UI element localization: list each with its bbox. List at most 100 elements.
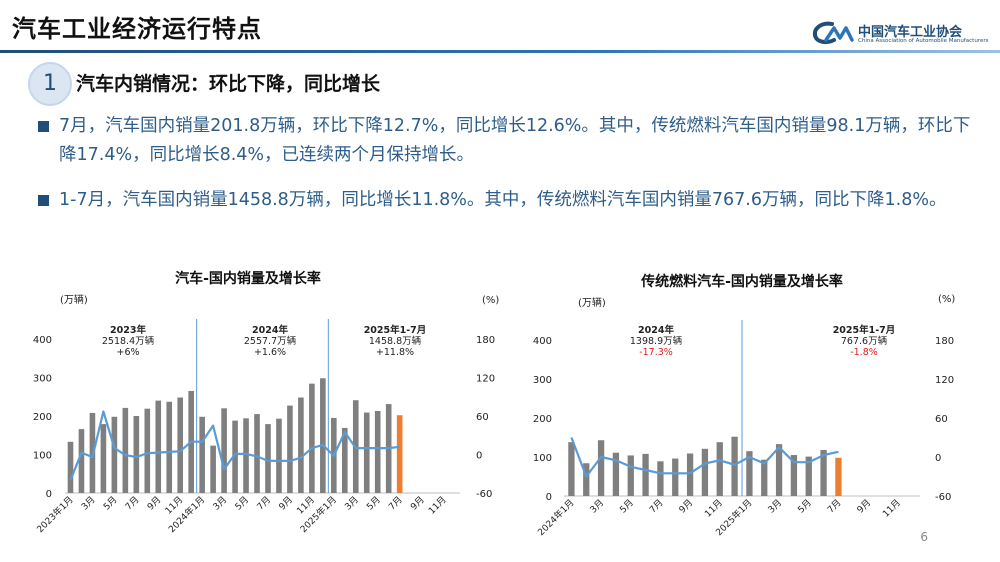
y2-axis-unit-label: (%): [938, 294, 955, 305]
bar: [287, 405, 293, 493]
bar: [155, 400, 162, 493]
logo-text-cn: 中国汽车工业协会: [858, 25, 963, 40]
annotation-label: 2557.7万辆: [244, 335, 297, 347]
section-heading: 汽车内销情况：环比下降，同比增长: [76, 73, 381, 95]
bar: [716, 442, 723, 496]
title-bar: 汽车工业经济运行特点 中国汽车工业协会 China Association of…: [0, 0, 1000, 53]
bar: [78, 429, 85, 493]
y-tick-label: 200: [533, 414, 552, 425]
bar: [221, 408, 227, 493]
x-tick-label: 9月: [855, 497, 873, 515]
y2-tick-label: 60: [935, 414, 948, 425]
y-tick-label: 300: [33, 374, 52, 385]
bar: [790, 455, 798, 496]
bar: [701, 448, 709, 496]
y-tick-label: 400: [533, 336, 552, 347]
y-tick-label: 0: [546, 492, 552, 503]
x-tick-label: 3月: [766, 497, 784, 515]
bar: [657, 461, 664, 496]
bar: [583, 463, 590, 496]
bullet-text: 1-7月，汽车国内销量1458.8万辆，同比增长11.8%。其中，传统燃料汽车国…: [59, 190, 947, 210]
page-number: 6: [920, 530, 928, 544]
title-divider: [0, 50, 1000, 53]
y2-tick-label: -60: [935, 492, 951, 503]
bar: [775, 444, 783, 496]
series-line-growth-rate: [69, 410, 400, 481]
y2-tick-label: 180: [476, 335, 495, 346]
bar: [761, 459, 768, 496]
bar: [341, 427, 348, 493]
annotation-label: 2025年1-7月: [833, 324, 896, 336]
annotation-label: 2025年1-7月: [364, 324, 427, 336]
bar: [144, 408, 151, 493]
x-tick-label: 3月: [588, 497, 606, 515]
y-axis-unit-label: (万辆): [60, 293, 88, 306]
caam-logo-icon: [812, 21, 854, 45]
annotation-label: 2024年: [638, 324, 674, 336]
y-tick-label: 300: [533, 375, 552, 386]
bar: [642, 453, 649, 496]
bar: [363, 412, 370, 493]
bar: [374, 410, 381, 493]
y-tick-label: 200: [33, 412, 52, 423]
bar: [67, 441, 74, 493]
annotation-label: 767.6万辆: [841, 335, 888, 347]
chart-title: 汽车-国内销量及增长率: [175, 270, 321, 287]
bar: [805, 456, 812, 496]
x-tick-label: 7月: [647, 497, 665, 515]
y2-axis-unit-label: (%): [482, 295, 499, 306]
y-tick-label: 400: [33, 335, 52, 346]
bullet-square-icon: [38, 195, 49, 206]
bar: [568, 442, 575, 496]
x-tick-label: 11月: [881, 497, 903, 519]
bar: [276, 418, 282, 493]
bullet-text: 7月，汽车国内销量201.8万辆，环比下降12.7%，同比增长12.6%。其中，…: [59, 116, 971, 165]
x-tick-label: 5月: [796, 497, 814, 515]
bar: [396, 415, 403, 493]
section-number-badge: 1: [28, 62, 72, 106]
bar: [612, 452, 620, 496]
bar: [210, 445, 216, 493]
bar: [243, 418, 249, 493]
bar: [177, 397, 184, 493]
bar: [122, 407, 129, 493]
x-tick-label: 2024年1月: [535, 497, 576, 538]
page-title: 汽车工业经济运行特点: [12, 15, 262, 43]
y2-tick-label: 60: [476, 412, 489, 423]
y-tick-label: 100: [33, 451, 52, 462]
y-tick-label: 100: [533, 453, 552, 464]
bar: [100, 424, 107, 493]
x-tick-label: 11月: [703, 497, 725, 519]
y2-tick-label: -60: [476, 489, 492, 500]
chart-title: 传统燃料汽车-国内销量及增长率: [640, 273, 843, 290]
bar: [835, 457, 842, 496]
bar: [309, 383, 315, 493]
annotation-label: +1.6%: [254, 347, 286, 358]
bar: [746, 451, 753, 496]
series-line-growth-rate: [570, 437, 839, 478]
annotation-label: 2023年: [110, 324, 146, 336]
y2-tick-label: 0: [476, 451, 482, 462]
y-axis-unit-label: (万辆): [578, 296, 606, 309]
y2-tick-label: 180: [935, 336, 954, 347]
bar: [298, 397, 304, 493]
x-tick-label: 9月: [677, 497, 695, 515]
bar: [111, 416, 118, 493]
bar: [627, 455, 634, 496]
annotation-label: -1.8%: [850, 347, 878, 358]
bar: [232, 420, 238, 493]
y2-tick-label: 120: [476, 374, 495, 385]
logo-text-en: China Association of Automobile Manufact…: [858, 38, 989, 44]
y2-tick-label: 0: [935, 453, 941, 464]
bar: [199, 416, 205, 493]
bar: [686, 453, 694, 496]
annotation-label: 2518.4万辆: [102, 335, 155, 347]
bar: [731, 436, 738, 496]
y-tick-label: 0: [46, 489, 52, 500]
bar: [166, 401, 173, 493]
annotation-label: 1398.9万辆: [630, 335, 683, 347]
annotation-label: -17.3%: [639, 347, 673, 358]
bar: [133, 416, 140, 493]
